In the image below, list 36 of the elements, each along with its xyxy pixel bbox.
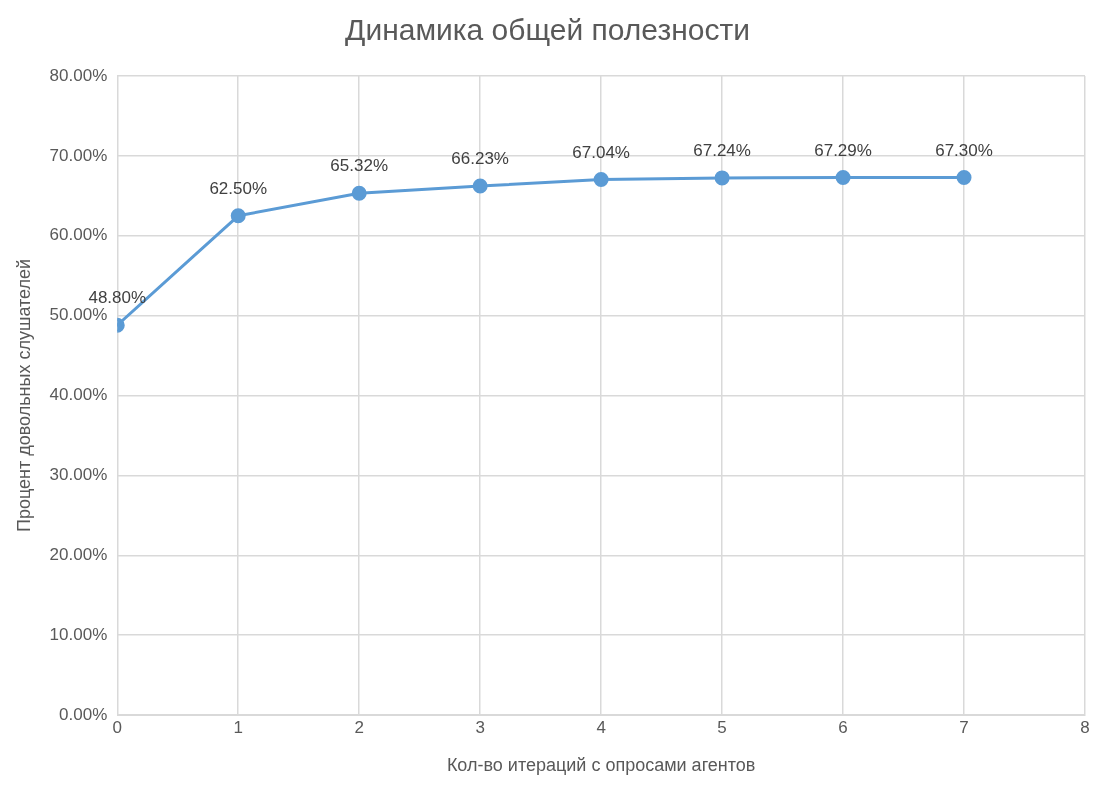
- y-tick-label: 80.00%: [49, 65, 108, 85]
- point: [956, 169, 972, 185]
- x-tick-label: 8: [1080, 717, 1090, 737]
- point: [835, 170, 851, 186]
- x-tick-label: 2: [354, 717, 364, 737]
- data-label: 67.30%: [935, 140, 993, 160]
- point: [230, 208, 246, 224]
- data-label: 67.29%: [814, 140, 872, 160]
- x-axis-title: Кол-во итераций с опросами агентов: [446, 755, 756, 776]
- data-label: 67.24%: [693, 141, 751, 161]
- y-tick-label: 20.00%: [49, 544, 108, 564]
- data-label: 66.23%: [451, 149, 509, 169]
- x-tick-label: 3: [475, 717, 485, 737]
- data-label: 48.80%: [88, 288, 147, 308]
- x-tick-label: 4: [596, 717, 606, 737]
- chart-title: Динамика общей полезности: [345, 13, 750, 47]
- y-axis-title: Процент довольных слушателей: [13, 258, 34, 533]
- y-tick-label: 0.00%: [59, 704, 108, 724]
- data-label: 65.32%: [330, 156, 389, 176]
- point: [351, 185, 367, 201]
- y-tick-label: 10.00%: [49, 624, 108, 644]
- y-tick-label: 70.00%: [49, 145, 108, 165]
- x-tick-label: 6: [838, 717, 848, 737]
- point: [593, 172, 609, 188]
- y-tick-label: 40.00%: [49, 385, 108, 405]
- y-tick-label: 50.00%: [49, 305, 108, 325]
- x-tick-label: 7: [959, 717, 969, 737]
- data-label: 67.04%: [572, 142, 630, 162]
- y-tick-label: 30.00%: [49, 465, 108, 485]
- point: [714, 170, 730, 186]
- x-tick-label: 0: [112, 717, 122, 737]
- x-tick-label: 1: [233, 717, 243, 737]
- point: [472, 178, 488, 194]
- data-label: 62.50%: [209, 178, 268, 198]
- y-tick-label: 60.00%: [49, 225, 108, 245]
- x-tick-label: 5: [717, 717, 727, 737]
